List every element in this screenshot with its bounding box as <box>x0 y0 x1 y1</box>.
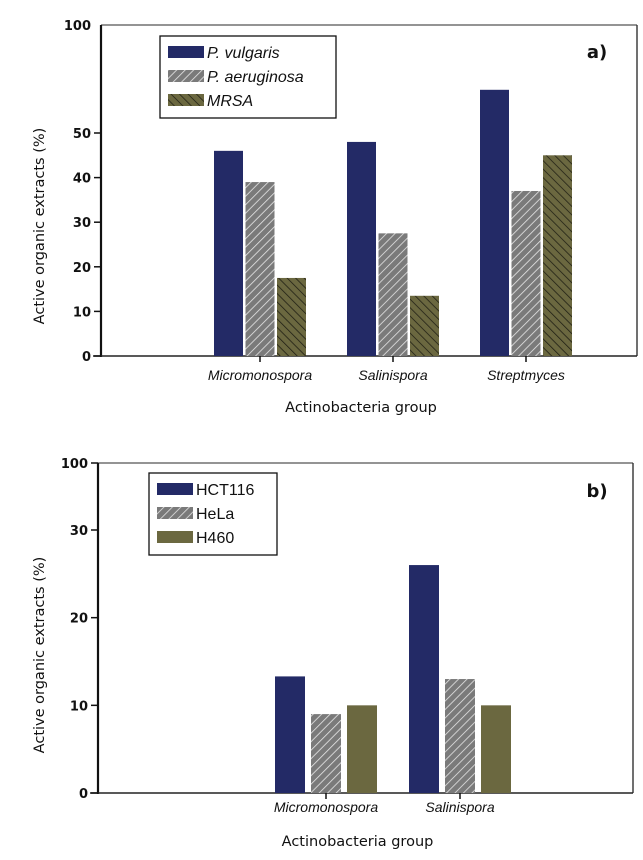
legend: P. vulgaris P. aeruginosa MRSA <box>159 35 337 119</box>
x-tick-label: Streptmyces <box>487 367 565 383</box>
y-tick-label: 100 <box>64 19 91 34</box>
legend-label: H460 <box>196 530 234 547</box>
y-tick-label: 10 <box>73 305 91 320</box>
x-axis-title: Actinobacteria group <box>285 400 437 416</box>
legend-label: P. aeruginosa <box>207 69 304 86</box>
y-tick-label: 0 <box>82 350 91 365</box>
chart-panel-a: 0 10 20 30 40 50 100 Micromonospora Salinispora S… <box>32 19 638 416</box>
x-tick-label: Micromonospora <box>274 799 378 815</box>
bar-p-aeruginosa-salinispora <box>378 233 408 356</box>
bar-p-aeruginosa-streptmyces <box>511 190 541 356</box>
y-tick-label: 10 <box>70 699 88 714</box>
legend-label: P. vulgaris <box>207 45 280 62</box>
y-tick-label: 20 <box>70 612 88 627</box>
y-axis-title: Active organic extracts (%) <box>32 128 48 325</box>
bar-p-vulgaris-micromonospora <box>214 150 243 356</box>
legend: HCT116 HeLa H460 <box>148 472 278 556</box>
legend-swatch <box>157 483 193 495</box>
y-tick-label: 40 <box>73 172 91 187</box>
bar-h460-micromonospora <box>347 705 377 793</box>
legend-swatch <box>168 46 204 58</box>
bar-hct116-micromonospora <box>275 676 305 793</box>
legend-swatch <box>157 531 193 543</box>
x-axis-title: Actinobacteria group <box>282 834 434 850</box>
bar-mrsa-micromonospora <box>277 277 306 356</box>
bar-mrsa-streptmyces <box>543 155 572 356</box>
chart-panel-b: 0 10 20 30 100 Micromonospora Salinispora Actin… <box>32 457 634 850</box>
y-tick-label: 30 <box>70 524 88 539</box>
legend-swatch <box>168 70 204 82</box>
x-tick-label: Salinispora <box>425 799 494 815</box>
bar-hela-micromonospora <box>311 714 341 793</box>
y-tick-label: 20 <box>73 261 91 276</box>
legend-swatch <box>168 94 204 106</box>
bar-p-vulgaris-streptmyces <box>480 89 509 357</box>
legend-swatch <box>157 507 193 519</box>
bar-p-aeruginosa-micromonospora <box>245 182 275 356</box>
bar-hct116-salinispora <box>409 565 439 793</box>
bar-h460-salinispora <box>481 705 511 793</box>
panel-label: a) <box>587 42 607 63</box>
x-tick-label: Micromonospora <box>208 367 312 383</box>
bar-mrsa-salinispora <box>410 295 439 356</box>
panel-label: b) <box>586 481 607 502</box>
y-tick-label: 100 <box>61 457 88 472</box>
y-tick-label: 30 <box>73 216 91 231</box>
bar-hela-salinispora <box>445 679 475 793</box>
legend-label: MRSA <box>207 93 253 110</box>
x-tick-label: Salinispora <box>358 367 427 383</box>
legend-label: HeLa <box>196 506 234 523</box>
legend-label: HCT116 <box>196 482 254 499</box>
y-axis-title: Active organic extracts (%) <box>32 557 48 754</box>
y-tick-label: 0 <box>79 787 88 802</box>
bar-p-vulgaris-salinispora <box>347 141 376 356</box>
y-tick-label: 50 <box>73 127 91 142</box>
